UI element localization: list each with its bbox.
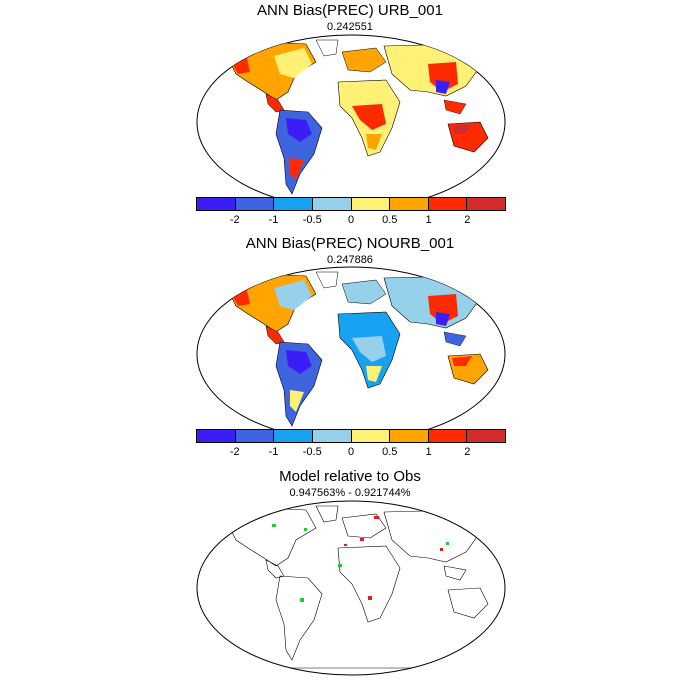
- colorbar-label: -2: [229, 214, 240, 226]
- panel3-subtitle: 0.947563% - 0.921744%: [289, 487, 411, 499]
- africa-south: [366, 134, 382, 150]
- panel1-map-svg: [196, 34, 506, 210]
- panel2-title: ANN Bias(PREC) NOURB_001: [245, 235, 455, 252]
- south-america-core: [286, 350, 312, 374]
- panel2-map: [196, 266, 506, 442]
- panel2-subtitle: 0.247886: [327, 254, 373, 266]
- panel2-map-svg: [196, 266, 506, 442]
- panel1-colorbar: [196, 197, 506, 211]
- colorbar-seg-0: [197, 430, 236, 442]
- colorbar-seg-6: [428, 198, 468, 210]
- panel3-title: Model relative to Obs: [279, 468, 421, 485]
- panel1-map: [196, 34, 506, 210]
- panel1-subtitle: 0.242551: [327, 21, 373, 33]
- colorbar-seg-3: [312, 430, 352, 442]
- australia-north: [452, 124, 472, 134]
- africa-central: [352, 336, 386, 362]
- colorbar-seg-2: [274, 198, 313, 210]
- north-america-outline: [225, 507, 317, 567]
- africa-south: [366, 366, 382, 382]
- diff-spot-red: [344, 544, 347, 546]
- europe: [341, 279, 387, 305]
- north-america-east: [274, 280, 312, 310]
- colorbar-seg-2: [274, 430, 313, 442]
- diff-spot-red: [360, 538, 364, 541]
- europe-outline: [341, 513, 387, 539]
- asia-south: [436, 312, 450, 326]
- colorbar-seg-3: [312, 198, 352, 210]
- colorbar-label: 2: [464, 446, 471, 458]
- colorbar-seg-5: [390, 198, 429, 210]
- panel2-colorbar-labels: -2 -1 -0.5 0 0.5 1 2: [196, 446, 506, 460]
- diff-spot-green: [304, 528, 307, 531]
- greenland-outline: [315, 505, 339, 523]
- south-america-core: [286, 118, 312, 142]
- south-america-south: [290, 158, 304, 180]
- colorbar-label: 2: [464, 214, 471, 226]
- globe-outline: [196, 500, 506, 676]
- colorbar-label: -0.5: [302, 214, 322, 226]
- southeast-asia: [443, 331, 467, 347]
- colorbar-label: 0.5: [382, 214, 398, 226]
- colorbar-seg-1: [235, 430, 275, 442]
- south-america-south: [290, 390, 304, 412]
- asia-east: [428, 62, 458, 92]
- southeast-asia: [443, 99, 467, 115]
- colorbar-seg-0: [197, 198, 236, 210]
- diff-spot-green: [300, 598, 304, 602]
- asia-east: [428, 294, 458, 324]
- colorbar-seg-6: [428, 430, 468, 442]
- colorbar-seg-4: [351, 430, 391, 442]
- colorbar-seg-1: [235, 198, 275, 210]
- colorbar-label: 1: [425, 446, 432, 458]
- colorbar-label: 1: [425, 214, 432, 226]
- diff-spot-green: [338, 564, 342, 567]
- colorbar-label: 0.5: [382, 446, 398, 458]
- panel2-colorbar: [196, 429, 506, 443]
- diff-spot-red: [368, 596, 372, 600]
- colorbar-label: -1: [268, 214, 279, 226]
- europe: [341, 47, 387, 73]
- asia-south: [436, 80, 450, 94]
- colorbar-label: 0: [347, 446, 355, 458]
- australia-north: [452, 356, 472, 366]
- colorbar-label: 0: [347, 214, 355, 226]
- colorbar-label: -1: [268, 446, 279, 458]
- australia-outline: [447, 587, 489, 619]
- panel1-colorbar-labels: -2 -1 -0.5 0 0.5 1 2: [196, 214, 506, 228]
- south-america-outline: [275, 575, 323, 661]
- africa-outline: [337, 545, 401, 623]
- greenland: [315, 39, 339, 57]
- colorbar-label: -0.5: [302, 446, 322, 458]
- colorbar-seg-7: [467, 430, 505, 442]
- north-america-east: [274, 48, 312, 78]
- colorbar-label: -2: [229, 446, 240, 458]
- diff-spot-red: [440, 548, 443, 551]
- diff-spot-green: [272, 524, 276, 527]
- panel3-map-svg: [196, 500, 506, 676]
- diff-spot-green: [446, 542, 449, 545]
- southeast-asia-outline: [443, 565, 467, 581]
- greenland: [315, 271, 339, 289]
- panel3-map: [196, 500, 506, 676]
- africa-central: [352, 104, 386, 130]
- diff-spot-red: [374, 516, 379, 519]
- panel1-title: ANN Bias(PREC) URB_001: [257, 2, 443, 19]
- colorbar-seg-5: [390, 430, 429, 442]
- colorbar-seg-7: [467, 198, 505, 210]
- colorbar-seg-4: [351, 198, 391, 210]
